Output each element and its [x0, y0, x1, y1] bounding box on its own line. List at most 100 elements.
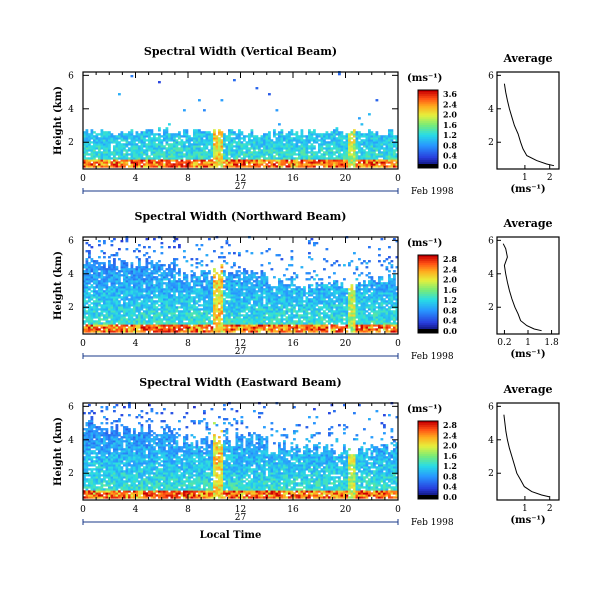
heatmap-cell — [290, 159, 294, 162]
heatmap-cell — [243, 147, 246, 150]
heatmap-cell — [175, 288, 179, 291]
heatmap-cell — [170, 304, 174, 307]
heatmap-cell — [193, 139, 196, 142]
heatmap-cell — [168, 324, 171, 327]
heatmap-cell — [128, 276, 131, 279]
heatmap-cell — [348, 151, 351, 154]
heatmap-cell — [193, 131, 196, 134]
heatmap-cell — [278, 306, 281, 309]
heatmap-cell — [265, 276, 269, 279]
heatmap-cell — [378, 135, 381, 138]
heatmap-cell — [235, 320, 239, 323]
heatmap-cell — [220, 286, 224, 289]
heatmap-cell — [285, 324, 289, 327]
heatmap-cell — [178, 300, 181, 303]
heatmap-cell — [265, 286, 269, 289]
heatmap-cell — [205, 282, 209, 285]
heatmap-cell — [128, 284, 131, 287]
heatmap-cell — [313, 330, 316, 333]
heatmap-cell — [345, 155, 349, 158]
heatmap-cell — [133, 288, 136, 291]
heatmap-cell — [290, 149, 294, 152]
heatmap-cell — [183, 288, 186, 291]
heatmap-cell — [295, 294, 299, 297]
heatmap-cell — [295, 133, 299, 136]
heatmap-cell — [135, 314, 139, 317]
heatmap-cell — [210, 133, 214, 136]
heatmap-cell — [130, 165, 134, 168]
heatmap-cell — [108, 300, 111, 303]
heatmap-cell — [353, 131, 356, 134]
colorbar-swatch — [418, 91, 438, 95]
heatmap-cell — [233, 276, 236, 279]
heatmap-cell — [230, 147, 234, 150]
heatmap-cell — [138, 302, 141, 305]
heatmap-cell — [230, 155, 234, 158]
heatmap-cell — [268, 131, 271, 134]
heatmap-cell — [143, 272, 146, 275]
heatmap-cell — [258, 284, 261, 287]
heatmap-cell — [148, 316, 151, 319]
heatmap-cell — [180, 284, 184, 287]
heatmap-cell — [210, 286, 214, 289]
heatmap-cell — [173, 320, 176, 323]
heatmap-cell — [223, 155, 226, 158]
heatmap-cell — [158, 290, 161, 293]
heatmap-cell — [360, 147, 364, 150]
heatmap-cell — [230, 286, 234, 289]
heatmap-cell — [165, 274, 169, 277]
heatmap-cell — [325, 151, 329, 154]
heatmap-cell — [345, 141, 349, 144]
heatmap-cell — [158, 268, 161, 271]
heatmap-cell — [168, 300, 171, 303]
heatmap-cell — [105, 139, 109, 142]
heatmap-cell — [250, 157, 254, 160]
heatmap-cell — [168, 284, 171, 287]
heatmap-cell — [155, 300, 159, 303]
heatmap-cell — [248, 161, 251, 164]
heatmap-cell — [103, 296, 106, 299]
heatmap-cell — [163, 330, 166, 333]
heatmap-cell — [88, 300, 91, 303]
heatmap-cell — [278, 296, 281, 299]
heatmap-cell — [143, 254, 146, 257]
heatmap-cell — [165, 294, 169, 297]
heatmap-cell — [208, 312, 211, 315]
heatmap-cell — [323, 163, 326, 166]
heatmap-cell — [265, 151, 269, 154]
heatmap-cell — [295, 153, 299, 156]
heatmap-cell — [220, 300, 224, 303]
heatmap-cell — [325, 288, 329, 291]
heatmap-cell — [260, 318, 264, 321]
heatmap-cell — [363, 165, 366, 168]
heatmap-cell — [98, 322, 101, 325]
heatmap-cell — [350, 157, 354, 160]
heatmap-cell — [188, 143, 191, 146]
heatmap-cell — [135, 308, 139, 311]
heatmap-cell — [285, 137, 289, 140]
heatmap-cell — [173, 240, 176, 243]
heatmap-cell — [238, 308, 241, 311]
heatmap-cell — [123, 282, 126, 285]
heatmap-cell — [138, 298, 141, 301]
heatmap-cell — [138, 266, 141, 269]
heatmap-cell — [300, 266, 304, 269]
heatmap-cell — [123, 278, 126, 281]
heatmap-cell — [318, 161, 321, 164]
heatmap-cell — [190, 300, 194, 303]
heatmap-cell — [125, 151, 129, 154]
heatmap-cell — [230, 330, 234, 333]
heatmap-cell — [330, 163, 334, 166]
heatmap-cell — [260, 304, 264, 307]
heatmap-cell — [95, 304, 99, 307]
heatmap-cell — [168, 302, 171, 305]
heatmap-cell — [98, 159, 101, 162]
heatmap-cell — [125, 302, 129, 305]
heatmap-cell — [288, 286, 291, 289]
heatmap-cell — [298, 145, 301, 148]
heatmap-cell — [245, 316, 249, 319]
heatmap-cell — [205, 139, 209, 142]
heatmap-cell — [253, 322, 256, 325]
heatmap-cell — [280, 312, 284, 315]
